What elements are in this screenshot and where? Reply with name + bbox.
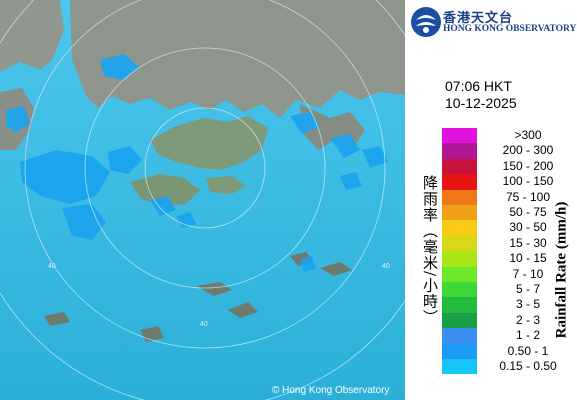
timestamp-date: 10-12-2025 xyxy=(445,95,517,111)
legend-label: 15 - 30 xyxy=(509,235,547,250)
legend-item: 30 - 50 xyxy=(442,220,572,236)
legend-label: 1 - 2 xyxy=(515,328,540,343)
new-territories xyxy=(150,116,268,170)
lantau-island xyxy=(130,174,200,206)
legend-item: 75 - 100 xyxy=(442,189,572,205)
legend-title-cn: 降雨率（毫米/小時） xyxy=(421,175,439,326)
legend-swatch xyxy=(442,189,477,205)
legend-item: 2 - 3 xyxy=(442,312,572,329)
copyright: © Hong Kong Observatory xyxy=(272,385,390,396)
legend-label: 0.15 - 0.50 xyxy=(499,359,557,373)
legend-item: 150 - 200 xyxy=(442,158,572,175)
legend-item: 1 - 2 xyxy=(442,328,572,344)
legend-label: 30 - 50 xyxy=(509,220,547,235)
islet-3 xyxy=(320,262,352,276)
hko-logo-icon xyxy=(411,7,441,37)
legend-label: >300 xyxy=(514,128,542,142)
legend-item: 10 - 15 xyxy=(442,251,572,267)
legend-label: 2 - 3 xyxy=(515,312,540,327)
legend-item: 3 - 5 xyxy=(442,297,572,313)
legend-swatch xyxy=(442,343,477,359)
legend-item: 100 - 150 xyxy=(442,174,572,190)
legend-swatch xyxy=(442,359,477,375)
legend-swatch xyxy=(442,128,477,144)
radar-map: 40 40 40 xyxy=(0,0,405,400)
legend-item: 0.15 - 0.50 xyxy=(442,359,572,375)
mainland-land xyxy=(70,0,405,118)
logo-name-cn: 香港天文台 xyxy=(443,11,514,26)
legend-label: 7 - 10 xyxy=(512,266,544,281)
legend-item: 15 - 30 xyxy=(442,235,572,252)
legend-swatch xyxy=(442,220,477,236)
legend-label: 100 - 150 xyxy=(502,174,554,189)
legend-swatch xyxy=(442,205,477,221)
legend-label: 5 - 7 xyxy=(515,282,540,296)
legend-label: 0.50 - 1 xyxy=(507,343,549,358)
legend-swatch xyxy=(442,158,477,175)
islet-1 xyxy=(228,302,258,318)
range-ring-label: 40 xyxy=(382,263,390,270)
legend-swatch xyxy=(442,251,477,267)
legend-panel xyxy=(405,0,577,400)
legend-swatch xyxy=(442,266,477,282)
legend-label: 150 - 200 xyxy=(502,158,554,173)
legend-title-en: Rainfall Rate (mm/h) xyxy=(553,201,570,339)
timestamp: 07:06 HKT 10-12-2025 xyxy=(445,78,517,112)
legend-label: 75 - 100 xyxy=(505,189,551,204)
legend-swatch xyxy=(442,235,477,252)
legend-swatch xyxy=(442,328,477,344)
legend-item: 5 - 7 xyxy=(442,282,572,298)
legend-item: 7 - 10 xyxy=(442,266,572,282)
legend-label: 10 - 15 xyxy=(509,251,547,266)
timestamp-time: 07:06 HKT xyxy=(445,78,512,94)
legend-item: 0.50 - 1 xyxy=(442,343,572,359)
islet-4 xyxy=(44,312,70,326)
legend-label: 3 - 5 xyxy=(515,297,540,312)
legend-swatch xyxy=(442,143,477,159)
range-ring-label: 40 xyxy=(48,263,56,270)
hk-island xyxy=(206,176,246,194)
legend-label: 50 - 75 xyxy=(509,205,547,219)
southern-islands xyxy=(196,282,232,296)
legend-item: >300 xyxy=(442,128,572,144)
legend-swatch xyxy=(442,312,477,329)
legend-item: 200 - 300 xyxy=(442,143,572,159)
legend-label: 200 - 300 xyxy=(502,143,554,158)
legend-swatch xyxy=(442,282,477,298)
legend-item: 50 - 75 xyxy=(442,205,572,221)
radar-map-image: 40 40 40 xyxy=(0,0,405,400)
legend-swatch xyxy=(442,297,477,313)
range-ring-label: 40 xyxy=(200,321,208,328)
west-coast-land xyxy=(0,0,64,72)
range-rings xyxy=(0,0,405,400)
legend-swatch xyxy=(442,174,477,190)
hko-logo xyxy=(410,6,576,38)
logo-name-en: HONG KONG OBSERVATORY xyxy=(443,24,577,34)
